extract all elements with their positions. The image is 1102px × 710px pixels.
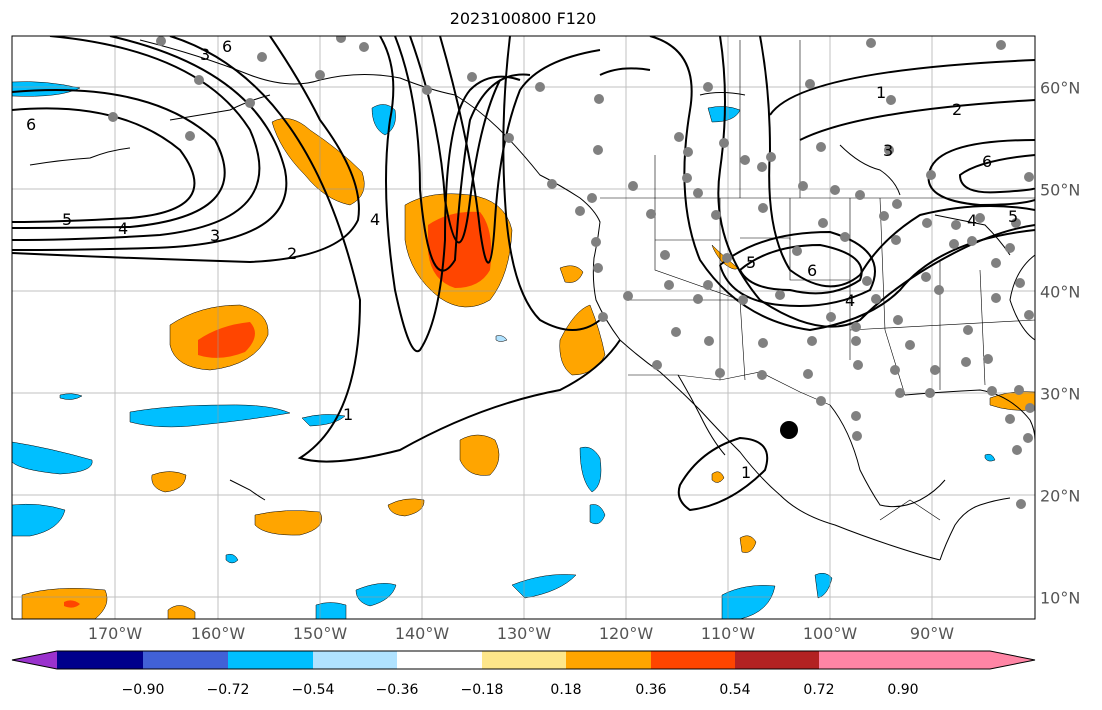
- colorbar-tick-label: 0.36: [635, 682, 667, 698]
- colorbar-tick-label: −0.72: [206, 682, 250, 698]
- colorbar-segment: [819, 651, 903, 669]
- colorbar-segment: [482, 651, 566, 669]
- colorbar-tick-label: 0.90: [887, 682, 919, 698]
- colorbar-tick-label: −0.36: [375, 682, 419, 698]
- colorbar-segment: [397, 651, 482, 669]
- contour-label: 3: [883, 141, 893, 160]
- light-negative-anomaly-area: [495, 335, 508, 342]
- longitude-label: 110°W: [700, 624, 756, 643]
- contour-label: 2: [287, 244, 297, 263]
- latitude-label: 60°N: [1040, 78, 1081, 98]
- colorbar-segment: [651, 651, 735, 669]
- colorbar-tick-label: 0.72: [803, 682, 835, 698]
- map-plot-area: 6 5 4 3 2 1 6 3 4 5 6 4 1 2 3 6 4 5 1: [12, 36, 1035, 619]
- contour-label: 3: [210, 226, 220, 245]
- contour-label: 5: [1008, 207, 1018, 226]
- contour-label: 2: [952, 100, 962, 119]
- longitude-label: 120°W: [598, 624, 654, 643]
- contour-label: 4: [370, 210, 380, 229]
- colorbar-tick-label: −0.18: [460, 682, 504, 698]
- colorbar-segment: [57, 651, 143, 669]
- negative-anomaly-areas: [12, 81, 996, 619]
- colorbar-segment: [143, 651, 228, 669]
- colorbar-segment: [313, 651, 397, 669]
- contour-label: 1: [741, 463, 751, 482]
- contour-label: 6: [222, 37, 232, 56]
- coastlines: [29, 39, 1035, 561]
- colorbar-tick-label: −0.54: [291, 682, 335, 698]
- contour-lines: [12, 36, 1035, 512]
- map-frame: [11, 35, 1036, 620]
- contour-label: 5: [746, 253, 756, 272]
- colorbar-min-arrow: [12, 651, 57, 669]
- positive-anomaly-areas: [21, 118, 1035, 619]
- map-title: 2023100800 F120: [449, 9, 597, 28]
- contour-label: 1: [343, 405, 353, 424]
- contour-label: 4: [118, 219, 128, 238]
- longitude-label: 90°W: [909, 624, 955, 643]
- gridlines: [12, 36, 1035, 619]
- contour-label: 1: [876, 83, 886, 102]
- latitude-label: 30°N: [1040, 384, 1081, 404]
- strong-positive-anomaly-areas: [64, 211, 492, 608]
- longitude-label: 170°W: [87, 624, 143, 643]
- latitude-label: 20°N: [1040, 486, 1081, 506]
- colorbar-segment: [566, 651, 651, 669]
- contour-label: 4: [845, 291, 855, 310]
- contour-label: 3: [200, 45, 210, 64]
- contour-label: 6: [807, 261, 817, 280]
- station-markers: [108, 36, 1035, 509]
- colorbar-segment: [735, 651, 819, 669]
- latitude-label: 50°N: [1040, 180, 1081, 200]
- longitude-label: 150°W: [292, 624, 348, 643]
- latitude-label: 10°N: [1040, 588, 1081, 608]
- contour-label: 5: [62, 210, 72, 229]
- colorbar-segment: [228, 651, 313, 669]
- contour-label: 4: [967, 211, 977, 230]
- colorbar-tick-label: 0.18: [550, 682, 582, 698]
- longitude-label: 160°W: [190, 624, 246, 643]
- colorbar-tick-label: 0.54: [719, 682, 751, 698]
- contour-label: 6: [26, 115, 36, 134]
- contour-label: 6: [982, 152, 992, 171]
- political-borders: [600, 40, 1035, 521]
- longitude-label: 130°W: [496, 624, 552, 643]
- contour-value-labels: 6 5 4 3 2 1 6 3 4 5 6 4 1 2 3 6 4 5 1: [26, 37, 1018, 482]
- latitude-label: 40°N: [1040, 282, 1081, 302]
- colorbar-max-arrow: [903, 651, 1035, 669]
- colorbar-tick-label: −0.90: [121, 682, 165, 698]
- longitude-label: 140°W: [394, 624, 450, 643]
- highlight-marker: [780, 421, 798, 439]
- longitude-label: 100°W: [802, 624, 858, 643]
- colorbar: [11, 650, 1036, 670]
